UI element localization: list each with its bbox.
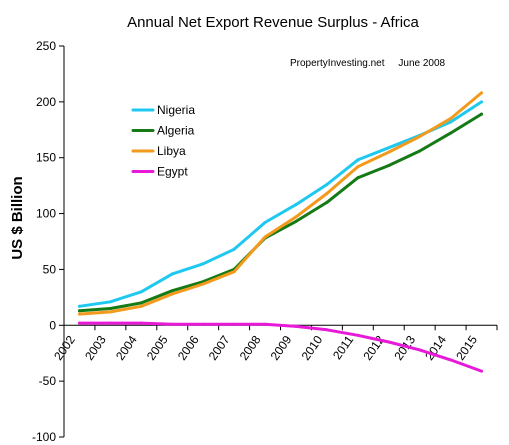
data-point-libya xyxy=(325,192,329,195)
data-point-algeria xyxy=(325,200,329,204)
legend-label-egypt: Egypt xyxy=(157,165,188,179)
data-point-nigeria xyxy=(325,183,329,186)
data-point-nigeria xyxy=(139,290,143,294)
y-tick-label: 50 xyxy=(43,262,57,276)
y-tick-label: 150 xyxy=(36,151,56,165)
data-point-egypt xyxy=(387,340,391,344)
data-point-egypt xyxy=(449,358,453,362)
data-point-egypt xyxy=(78,321,81,325)
data-point-algeria xyxy=(480,112,483,116)
data-point-algeria xyxy=(294,219,298,223)
legend-label-nigeria: Nigeria xyxy=(157,103,195,117)
data-point-nigeria xyxy=(356,158,360,162)
data-point-egypt xyxy=(418,348,422,352)
y-tick-label: 200 xyxy=(36,95,56,109)
data-point-libya xyxy=(387,150,391,154)
data-point-algeria xyxy=(418,149,422,153)
data-point-egypt xyxy=(139,321,143,325)
data-point-egypt xyxy=(108,321,112,325)
x-tick-label: 2005 xyxy=(144,333,171,363)
y-tick-label: -100 xyxy=(32,430,56,444)
data-point-algeria xyxy=(356,176,360,180)
x-tick-label: 2002 xyxy=(51,333,78,363)
series-line-nigeria xyxy=(78,100,483,308)
data-point-libya xyxy=(201,282,205,286)
data-point-libya xyxy=(170,292,174,296)
data-point-egypt xyxy=(170,322,174,326)
data-point-libya xyxy=(139,304,143,308)
data-point-libya xyxy=(480,91,483,95)
data-point-algeria xyxy=(139,301,143,305)
data-point-egypt xyxy=(263,322,267,326)
data-point-nigeria xyxy=(294,203,298,207)
legend: Nigeria Algeria Libya Egypt xyxy=(131,103,195,179)
legend-label-algeria: Algeria xyxy=(157,124,195,138)
data-point-nigeria xyxy=(170,272,174,276)
series-line-libya xyxy=(78,91,483,316)
data-point-libya xyxy=(356,165,360,169)
data-point-nigeria xyxy=(108,300,112,304)
data-point-libya xyxy=(418,135,422,138)
x-tick-label: 2008 xyxy=(237,333,264,363)
data-point-libya xyxy=(232,270,236,274)
data-point-egypt xyxy=(294,324,298,328)
y-tick-label: -50 xyxy=(39,374,57,388)
y-axis-label: US $ Billion xyxy=(9,176,26,259)
x-tick-label: 2011 xyxy=(330,333,356,362)
data-point-egypt xyxy=(232,322,236,326)
data-point-nigeria xyxy=(232,247,236,251)
x-tick-label: 2006 xyxy=(175,333,202,363)
chart-title: Annual Net Export Revenue Surplus - Afri… xyxy=(127,14,419,31)
data-point-nigeria xyxy=(480,100,483,104)
data-point-egypt xyxy=(201,322,205,326)
x-tick-label: 2015 xyxy=(453,333,480,363)
data-point-libya xyxy=(108,310,112,314)
data-point-algeria xyxy=(449,131,453,135)
y-tick-label: 100 xyxy=(36,207,56,221)
data-point-libya xyxy=(78,312,81,316)
data-point-nigeria xyxy=(387,146,391,150)
data-point-nigeria xyxy=(263,221,267,224)
data-point-libya xyxy=(263,235,267,239)
x-tick-label: 2003 xyxy=(82,333,109,363)
data-point-nigeria xyxy=(78,304,81,308)
series-layer xyxy=(78,91,483,373)
data-point-algeria xyxy=(108,307,112,310)
y-tick-label: 0 xyxy=(49,318,56,332)
data-point-algeria xyxy=(170,289,174,293)
x-tick-label: 2009 xyxy=(268,333,295,363)
data-point-algeria xyxy=(387,164,391,167)
chart-annotation: PropertyInvesting.net June 2008 xyxy=(290,58,446,69)
data-point-egypt xyxy=(480,369,483,373)
data-point-algeria xyxy=(78,309,81,313)
data-point-nigeria xyxy=(201,262,205,266)
legend-label-libya: Libya xyxy=(157,144,186,158)
y-tick-label: 250 xyxy=(36,39,56,53)
data-point-egypt xyxy=(325,328,329,332)
x-tick-label: 2010 xyxy=(299,333,326,363)
x-tick-label: 2007 xyxy=(206,333,233,363)
x-tick-label: 2004 xyxy=(113,333,140,363)
data-point-libya xyxy=(449,117,453,121)
series-line-algeria xyxy=(78,112,483,313)
data-point-nigeria xyxy=(449,120,453,124)
series-line-egypt xyxy=(78,321,483,373)
data-point-egypt xyxy=(356,333,360,337)
data-point-libya xyxy=(294,215,298,219)
